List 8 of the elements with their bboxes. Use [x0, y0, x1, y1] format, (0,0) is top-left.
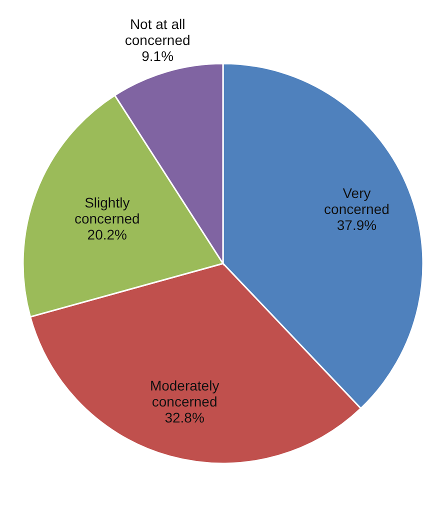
slice-label: Not at all concerned: [124, 16, 190, 48]
slice-label: Slightly concerned: [74, 194, 140, 226]
slice-label: Moderately concerned: [150, 377, 220, 410]
data-label: 9.1%: [142, 48, 174, 64]
data-label: 32.8%: [164, 409, 204, 426]
slice-label: Very concerned: [324, 185, 390, 218]
data-label: 37.9%: [336, 217, 377, 234]
data-label: 20.2%: [87, 226, 127, 242]
